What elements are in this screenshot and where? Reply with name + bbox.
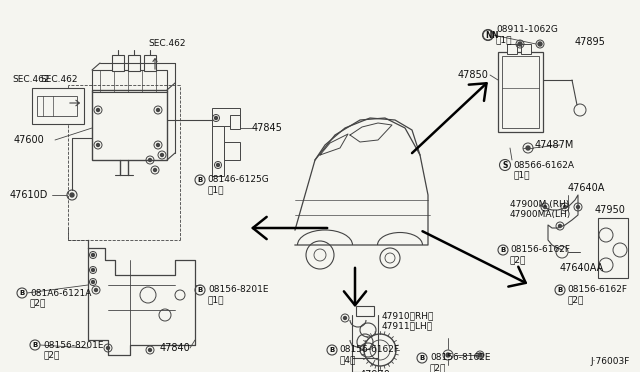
Circle shape — [92, 253, 95, 257]
Text: B: B — [197, 177, 203, 183]
Bar — [502, 56, 539, 128]
Text: N: N — [492, 31, 499, 39]
Text: 47910（RH）: 47910（RH） — [382, 311, 435, 321]
Bar — [507, 44, 517, 54]
Text: （1）: （1） — [496, 35, 513, 45]
Circle shape — [97, 109, 99, 112]
Circle shape — [478, 353, 482, 357]
Bar — [498, 52, 543, 132]
Circle shape — [97, 144, 99, 147]
Bar — [224, 142, 240, 160]
Text: 47950: 47950 — [595, 205, 626, 215]
Text: B: B — [197, 287, 203, 293]
Text: 47850: 47850 — [458, 70, 489, 80]
Text: 47640A: 47640A — [568, 183, 605, 193]
Circle shape — [148, 158, 152, 161]
Text: 47900M (RH): 47900M (RH) — [510, 201, 569, 209]
Text: 47900MA(LH): 47900MA(LH) — [510, 211, 572, 219]
Bar — [32, 88, 84, 124]
Text: SEC.462: SEC.462 — [148, 39, 186, 48]
Text: J·76003F: J·76003F — [590, 357, 629, 366]
Text: （1）: （1） — [513, 170, 529, 180]
Bar — [521, 44, 531, 54]
Text: B: B — [419, 355, 424, 361]
Text: 08911-1062G: 08911-1062G — [496, 26, 558, 35]
Circle shape — [148, 349, 152, 352]
Bar — [92, 90, 167, 160]
Text: 081A6-6121A: 081A6-6121A — [30, 289, 92, 298]
Circle shape — [559, 224, 561, 228]
Text: 08156-8162E: 08156-8162E — [430, 353, 490, 362]
Circle shape — [577, 205, 579, 208]
Text: SEC.462: SEC.462 — [40, 75, 77, 84]
Text: SEC.462: SEC.462 — [12, 75, 49, 84]
Text: B: B — [19, 290, 24, 296]
Bar — [212, 108, 240, 126]
Circle shape — [157, 144, 159, 147]
Text: （4）: （4） — [339, 356, 355, 365]
Circle shape — [161, 154, 163, 157]
Bar — [112, 55, 124, 71]
Circle shape — [92, 269, 95, 272]
Text: 47640AA: 47640AA — [560, 263, 604, 273]
Text: 47911（LH）: 47911（LH） — [382, 321, 433, 330]
Circle shape — [538, 42, 542, 46]
Text: （2）: （2） — [30, 298, 46, 308]
Circle shape — [95, 289, 97, 292]
Text: 08156-8201E: 08156-8201E — [208, 285, 269, 295]
Text: 08156-6162F: 08156-6162F — [339, 346, 399, 355]
Text: 08156-8201E: 08156-8201E — [43, 340, 104, 350]
Text: 47895: 47895 — [575, 37, 606, 47]
Text: 47970: 47970 — [360, 370, 391, 372]
Text: （2）: （2） — [43, 350, 60, 359]
Text: S: S — [502, 160, 508, 170]
Circle shape — [157, 109, 159, 112]
Bar — [356, 306, 374, 316]
Text: B: B — [330, 347, 335, 353]
Text: （2）: （2） — [567, 295, 584, 305]
Circle shape — [518, 42, 522, 46]
Text: 47487M: 47487M — [535, 140, 574, 150]
Bar — [92, 70, 167, 92]
Text: （2）: （2） — [430, 363, 446, 372]
Circle shape — [344, 317, 346, 320]
Text: B: B — [33, 342, 38, 348]
Text: 47840: 47840 — [160, 343, 191, 353]
Bar — [230, 115, 240, 129]
Circle shape — [214, 116, 218, 119]
Text: 08566-6162A: 08566-6162A — [513, 160, 574, 170]
Bar — [352, 358, 378, 372]
Circle shape — [216, 164, 220, 167]
Bar — [128, 55, 140, 71]
Text: 08156-6162F: 08156-6162F — [510, 246, 570, 254]
Circle shape — [526, 146, 530, 150]
Circle shape — [106, 346, 109, 350]
Text: 47600: 47600 — [14, 135, 45, 145]
Text: 08146-6125G: 08146-6125G — [207, 176, 269, 185]
Text: （1）: （1） — [208, 295, 225, 305]
Circle shape — [446, 353, 450, 357]
Text: 08156-6162F: 08156-6162F — [567, 285, 627, 295]
Bar — [598, 218, 628, 278]
Text: N: N — [484, 31, 492, 39]
Circle shape — [92, 280, 95, 283]
Text: B: B — [500, 247, 506, 253]
Bar — [144, 55, 156, 71]
Text: （1）: （1） — [207, 186, 223, 195]
Bar — [37, 96, 77, 116]
Circle shape — [154, 169, 157, 171]
Circle shape — [70, 193, 74, 197]
Circle shape — [543, 205, 547, 208]
Circle shape — [563, 205, 566, 208]
Text: （2）: （2） — [510, 256, 526, 264]
Text: 47845: 47845 — [252, 123, 283, 133]
Bar — [212, 126, 224, 176]
Text: 47610D: 47610D — [10, 190, 49, 200]
Text: B: B — [557, 287, 563, 293]
